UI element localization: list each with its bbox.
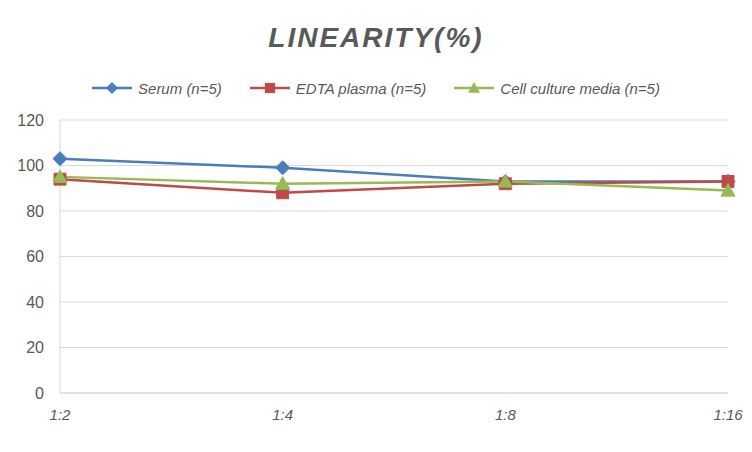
svg-text:120: 120 <box>17 112 44 129</box>
html-text:Cell culture media (n=5): Cell culture media (n=5) <box>500 79 660 97</box>
svg-text:0: 0 <box>35 385 44 402</box>
svg-text:1:8: 1:8 <box>495 406 517 423</box>
svg-text:80: 80 <box>26 203 44 220</box>
svg-text:40: 40 <box>26 294 44 311</box>
svg-text:1:4: 1:4 <box>272 406 293 423</box>
svg-text:20: 20 <box>26 339 44 356</box>
svg-text:60: 60 <box>26 248 44 265</box>
html-text:Serum (n=5): Serum (n=5) <box>138 79 222 97</box>
svg-text:1:16: 1:16 <box>713 406 743 423</box>
svg-text:100: 100 <box>17 157 44 174</box>
svg-text:1:2: 1:2 <box>50 406 72 423</box>
html-text:EDTA plasma (n=5): EDTA plasma (n=5) <box>295 79 427 97</box>
html-text:LINEARITY(%): LINEARITY(%) <box>268 22 484 53</box>
